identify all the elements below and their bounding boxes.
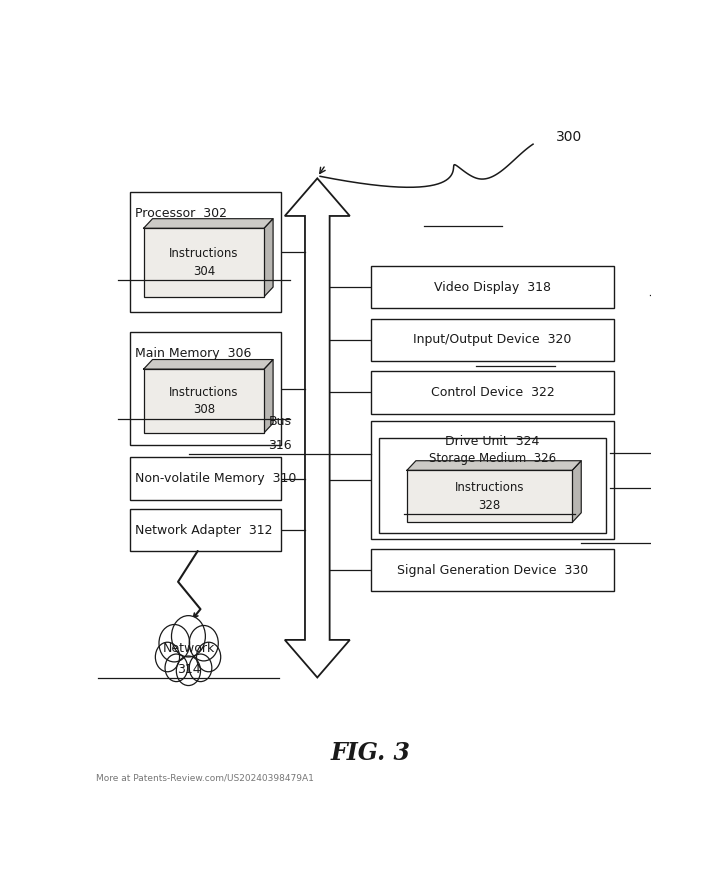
Bar (129, 509, 281, 551)
Polygon shape (264, 218, 273, 297)
Text: 300: 300 (555, 131, 582, 145)
Text: 328: 328 (479, 499, 501, 511)
Text: 316: 316 (268, 439, 291, 451)
Text: 314: 314 (176, 662, 200, 676)
Polygon shape (285, 178, 350, 678)
Bar (379, 438, 606, 533)
Polygon shape (144, 360, 273, 369)
Text: Signal Generation Device  330: Signal Generation Device 330 (397, 564, 588, 576)
Bar (129, 457, 281, 500)
Text: Drive Unit  324: Drive Unit 324 (445, 473, 539, 487)
Text: Input/Output Device  320: Input/Output Device 320 (414, 333, 572, 346)
Bar (371, 266, 615, 308)
Text: Network Adapter  312: Network Adapter 312 (135, 524, 273, 536)
Text: Main Memory  306: Main Memory 306 (135, 347, 252, 361)
Bar (371, 371, 615, 414)
Circle shape (176, 656, 200, 686)
Circle shape (165, 654, 188, 682)
Text: 304: 304 (193, 265, 215, 278)
Text: Instructions: Instructions (169, 385, 239, 399)
Bar (407, 471, 573, 522)
Bar (129, 332, 281, 445)
Bar (371, 421, 615, 539)
Circle shape (159, 624, 189, 662)
Polygon shape (407, 461, 581, 471)
Text: More at Patents-Review.com/US20240398479A1: More at Patents-Review.com/US20240398479… (96, 773, 314, 782)
Text: Control Device  322: Control Device 322 (430, 386, 555, 399)
Text: Bus: Bus (268, 415, 291, 428)
Bar (371, 549, 615, 591)
Text: FIG. 3: FIG. 3 (330, 741, 411, 765)
Text: Drive Unit  324: Drive Unit 324 (445, 435, 539, 448)
Text: 308: 308 (193, 403, 215, 416)
Circle shape (189, 654, 212, 682)
Text: Storage Medium  326: Storage Medium 326 (429, 452, 556, 464)
Circle shape (155, 642, 179, 671)
Bar (144, 369, 264, 432)
Bar (129, 192, 281, 312)
Polygon shape (264, 360, 273, 432)
Text: Video Display  318: Video Display 318 (434, 281, 551, 294)
Circle shape (189, 625, 218, 661)
Text: Instructions: Instructions (455, 481, 524, 494)
Circle shape (171, 615, 205, 657)
Circle shape (197, 642, 221, 671)
Text: Non-volatile Memory  310: Non-volatile Memory 310 (135, 472, 296, 486)
Bar (371, 319, 615, 361)
Polygon shape (144, 218, 273, 228)
Bar (144, 228, 264, 297)
Text: Instructions: Instructions (169, 247, 239, 260)
Polygon shape (573, 461, 581, 522)
Text: Network: Network (162, 642, 215, 655)
Text: Processor  302: Processor 302 (135, 207, 227, 220)
